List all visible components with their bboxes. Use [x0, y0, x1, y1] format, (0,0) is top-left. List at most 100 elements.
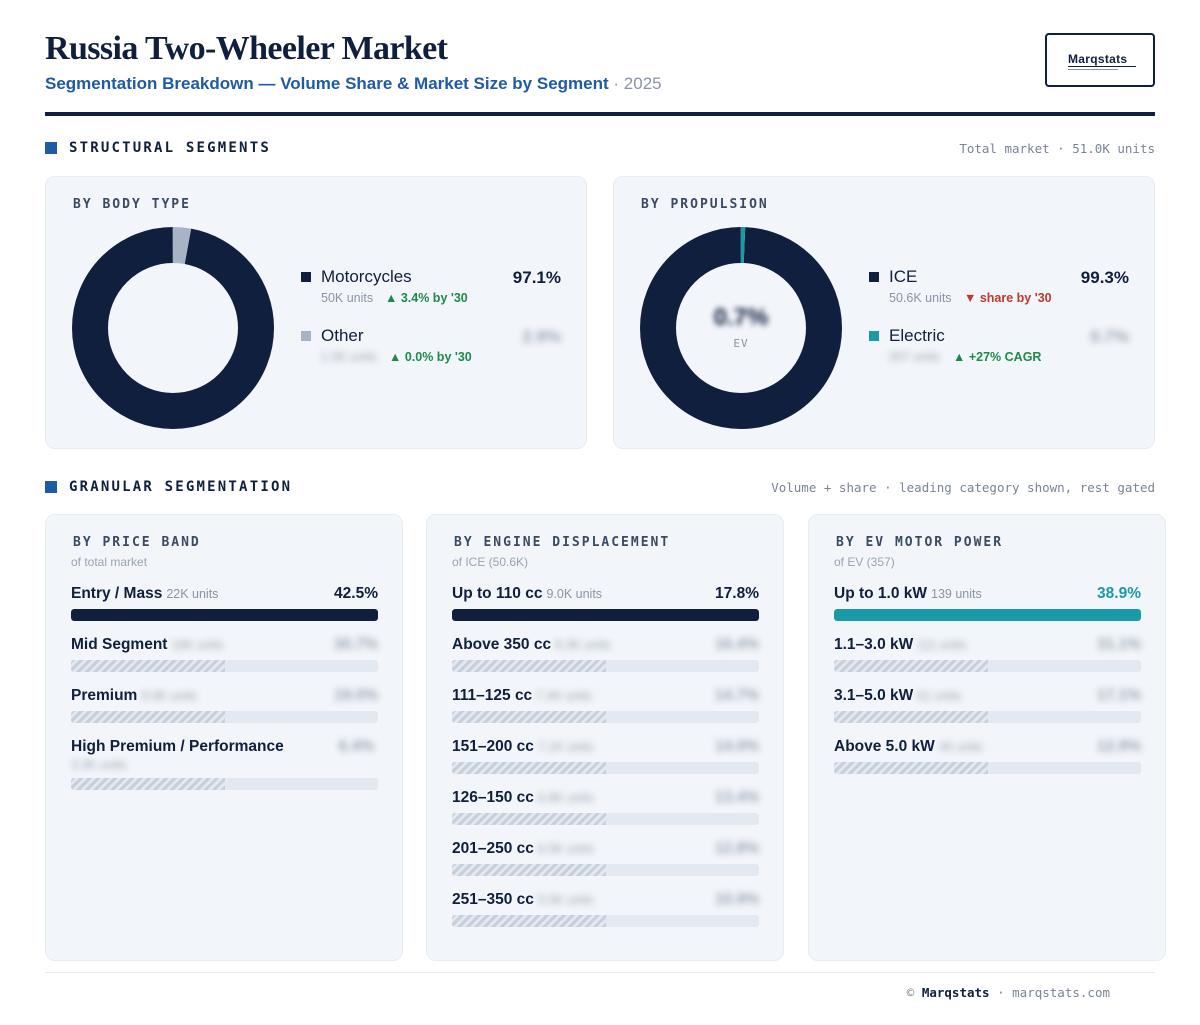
legend-swatch	[869, 272, 879, 282]
card-title: BY ENGINE DISPLACEMENT	[454, 535, 671, 550]
granular-section-header: GRANULAR SEGMENTATION Volume + share · l…	[45, 479, 1155, 499]
card-title: BY PRICE BAND	[73, 535, 201, 550]
segment-bar-track	[834, 609, 1141, 621]
segment-name: 201–250 cc	[452, 840, 534, 857]
card-title: BY BODY TYPE	[73, 197, 191, 212]
segment-bar-gated	[71, 660, 378, 672]
segment-units: 7.1K units	[537, 740, 594, 754]
legend-label: Other	[321, 326, 364, 345]
segment-bar-track	[71, 609, 378, 621]
segment-name: High Premium / Performance	[71, 738, 284, 755]
gated-bar-hatch	[452, 915, 606, 927]
segment-name: 1.1–3.0 kW	[834, 636, 914, 653]
segment-percent: 19.0%	[334, 687, 378, 704]
legend-trend: ▲ +27% CAGR	[953, 350, 1042, 364]
segment-name: Up to 1.0 kW	[834, 585, 928, 602]
gated-bar-hatch	[834, 762, 988, 774]
gated-bar-hatch	[452, 813, 606, 825]
legend-label: ICE	[889, 267, 918, 286]
segment-row: 251–350 cc 5.5K units 10.9%	[452, 891, 759, 941]
segment-name: Above 5.0 kW	[834, 738, 935, 755]
segment-bar	[71, 609, 378, 621]
segment-name: 3.1–5.0 kW	[834, 687, 914, 704]
donut-center-label: EV	[733, 337, 748, 350]
donut-slice-other	[72, 227, 274, 429]
gated-bar-hatch	[452, 762, 606, 774]
segment-bar-gated	[452, 915, 759, 927]
segment-name: 251–350 cc	[452, 891, 534, 908]
header-divider	[45, 112, 1155, 116]
gated-bar-hatch	[834, 660, 988, 672]
section-marker-icon	[45, 481, 57, 493]
segment-label: Above 350 cc 8.3K units	[452, 636, 611, 654]
segment-row: Above 5.0 kW 46 units 12.9%	[834, 738, 1141, 788]
card-subtitle: of EV (357)	[834, 555, 895, 569]
segment-units: 7.4K units	[536, 689, 592, 703]
legend-item-electric: Electric 357 units ▲ +27% CAGR 0.7%	[869, 326, 1129, 368]
legend-units: 50K units	[321, 291, 374, 305]
segment-label: Up to 110 cc 9.0K units	[452, 585, 602, 603]
donut-slice-motorcycles	[72, 227, 274, 429]
segment-bar-gated	[71, 711, 378, 723]
footer-site-link[interactable]: marqstats.com	[1012, 985, 1110, 1000]
page-subtitle: Segmentation Breakdown — Volume Share & …	[45, 74, 662, 94]
segment-row: High Premium / Performance 3.3K units 6.4%	[71, 738, 378, 790]
segment-percent: 17.1%	[1097, 687, 1141, 704]
segment-row: 151–200 cc 7.1K units 14.0%	[452, 738, 759, 788]
segment-name: 126–150 cc	[452, 789, 534, 806]
card-subtitle: of ICE (50.6K)	[452, 555, 529, 569]
segment-name: Above 350 cc	[452, 636, 552, 653]
legend-item-ice: ICE 50.6K units ▼ share by '30 99.3%	[869, 267, 1129, 309]
segment-label: Entry / Mass 22K units	[71, 585, 218, 603]
segment-bar-gated	[71, 778, 378, 790]
segment-label: 126–150 cc 6.8K units	[452, 789, 593, 807]
legend-units: 1.5K units	[321, 350, 377, 364]
gated-bar-hatch	[71, 711, 225, 723]
segment-row: Above 350 cc 8.3K units 16.4%	[452, 636, 759, 686]
segment-label: 251–350 cc 5.5K units	[452, 891, 593, 909]
brand-logo[interactable]: Marqstats	[1045, 33, 1155, 87]
segment-units: 22K units	[166, 587, 219, 601]
segment-units: 6.5K units	[537, 842, 594, 856]
segment-name: Mid Segment	[71, 636, 168, 653]
card-subtitle: of total market	[71, 555, 148, 569]
ev-motor-power-card: BY EV MOTOR POWER of EV (357) Up to 1.0 …	[808, 514, 1166, 961]
segment-units: 61 units	[917, 689, 962, 703]
legend-swatch	[301, 272, 311, 282]
price-band-card: BY PRICE BAND of total market Entry / Ma…	[45, 514, 403, 961]
segment-row: Up to 110 cc 9.0K units 17.8%	[452, 585, 759, 635]
segment-units: 6.8K units	[537, 791, 594, 805]
subtitle-separator: ·	[613, 74, 620, 93]
segment-percent: 30.7%	[334, 636, 378, 653]
segment-label: 201–250 cc 6.5K units	[452, 840, 593, 858]
legend-label: Motorcycles	[321, 267, 412, 286]
segment-bar-track	[452, 609, 759, 621]
legend-percent: 99.3%	[1080, 268, 1129, 287]
legend-swatch	[869, 331, 879, 341]
segment-percent: 12.9%	[1097, 738, 1141, 755]
segment-percent: 10.9%	[715, 891, 759, 908]
segment-row: 126–150 cc 6.8K units 13.4%	[452, 789, 759, 839]
gated-bar-hatch	[452, 660, 606, 672]
segment-units: 9.0K units	[546, 587, 603, 601]
segment-label: Mid Segment 16K units	[71, 636, 224, 654]
segment-label: Above 5.0 kW 46 units	[834, 738, 983, 756]
segment-label: High Premium / Performance 3.3K units	[71, 738, 284, 772]
legend-trend: ▲ 0.0% by '30	[389, 350, 472, 364]
segment-label: Premium 9.9K units	[71, 687, 197, 705]
segment-bar-gated	[452, 762, 759, 774]
gated-bar-hatch	[452, 711, 606, 723]
segment-row: 1.1–3.0 kW 111 units 31.1%	[834, 636, 1141, 686]
segment-units: 5.5K units	[537, 893, 594, 907]
legend-label: Electric	[889, 326, 945, 345]
segment-bar-gated	[452, 813, 759, 825]
page-header: Russia Two-Wheeler Market Segmentation B…	[45, 30, 1155, 116]
legend-units: 50.6K units	[889, 291, 952, 305]
segment-percent: 42.5%	[334, 585, 378, 602]
segment-units: 3.3K units	[71, 758, 127, 772]
footer-divider	[45, 972, 1155, 973]
body-type-card: BY BODY TYPE Motorcycles 50K units ▲ 3.4…	[45, 176, 587, 449]
segment-units: 139 units	[931, 587, 982, 601]
donut-center-value: 0.7%	[714, 304, 769, 331]
segment-bar-gated	[834, 660, 1141, 672]
